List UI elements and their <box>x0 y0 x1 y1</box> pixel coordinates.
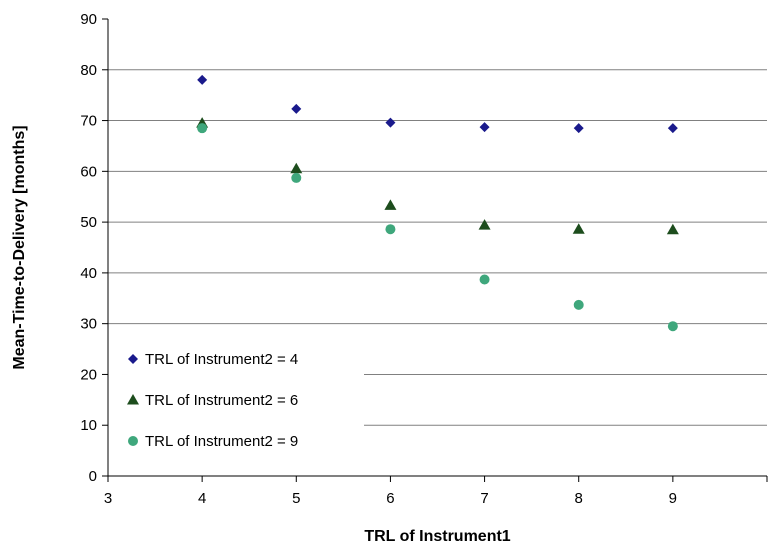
data-point <box>291 103 302 114</box>
y-tick-label: 60 <box>80 163 97 180</box>
x-tick-label: 3 <box>104 490 112 507</box>
data-point <box>667 123 678 134</box>
y-tick-label: 20 <box>80 366 97 383</box>
data-point <box>479 274 490 285</box>
x-tick-label: 9 <box>669 490 677 507</box>
axes <box>102 18 768 482</box>
legend-entry: TRL of Instrument2 = 9 <box>145 433 298 450</box>
y-tick-label: 0 <box>89 468 97 485</box>
x-tick-label: 5 <box>292 490 300 507</box>
data-point <box>385 117 396 128</box>
legend: TRL of Instrument2 = 4 TRL of Instrument2… <box>127 351 298 450</box>
data-point <box>573 123 584 134</box>
legend-entry: TRL of Instrument2 = 6 <box>145 392 298 409</box>
y-axis-title: Mean-Time-to-Delivery [months] <box>11 125 28 369</box>
y-tick-label: 40 <box>80 265 97 282</box>
y-tick-labels: 0 10 20 30 40 50 60 70 80 90 <box>80 11 97 485</box>
y-tick-label: 10 <box>80 417 97 434</box>
data-point <box>667 321 678 332</box>
data-point <box>572 223 585 234</box>
data-point <box>197 123 208 134</box>
x-axis-title: TRL of Instrument1 <box>364 528 510 545</box>
legend-marker <box>128 436 138 446</box>
x-tick-label: 4 <box>198 490 206 507</box>
y-tick-label: 30 <box>80 316 97 333</box>
gridlines <box>108 69 767 426</box>
legend-marker <box>127 394 139 405</box>
data-point <box>479 122 490 133</box>
data-point <box>290 162 303 174</box>
data-point <box>573 299 584 310</box>
x-tick-labels: 3 4 5 6 7 8 9 <box>104 490 677 507</box>
y-tick-label: 90 <box>80 11 97 28</box>
legend-entry: TRL of Instrument2 = 4 <box>145 351 298 368</box>
data-point <box>384 199 397 210</box>
data-points <box>196 74 679 332</box>
data-point <box>291 172 302 183</box>
y-tick-label: 50 <box>80 214 97 231</box>
y-tick-label: 80 <box>80 62 97 79</box>
y-tick-label: 70 <box>80 113 97 130</box>
x-tick-label: 8 <box>575 490 583 507</box>
data-point <box>666 223 679 235</box>
x-tick-label: 6 <box>386 490 394 507</box>
data-point <box>197 74 208 85</box>
legend-marker <box>128 354 138 364</box>
data-point <box>385 224 396 235</box>
x-tick-label: 7 <box>480 490 488 507</box>
data-point <box>478 219 491 230</box>
